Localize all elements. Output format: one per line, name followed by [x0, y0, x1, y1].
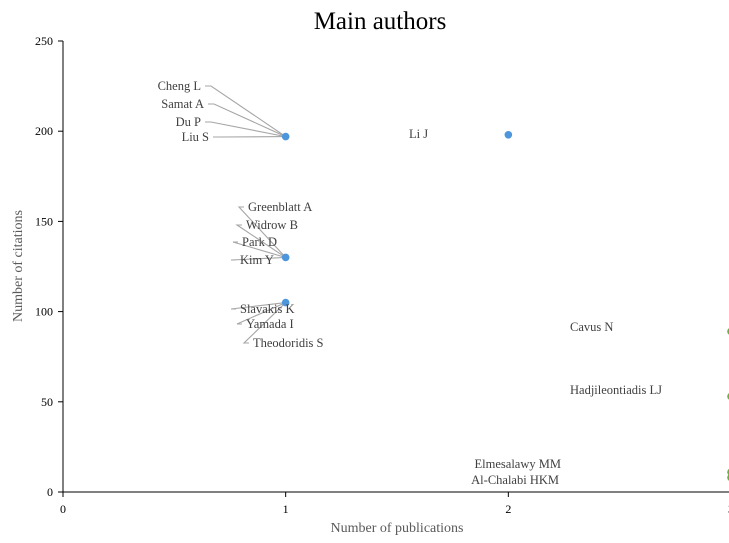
leader-line — [208, 104, 286, 137]
point-label: Liu S — [182, 130, 209, 144]
y-tick-label: 100 — [35, 305, 53, 319]
point-label: Park D — [242, 235, 277, 249]
x-tick-label: 0 — [60, 502, 66, 516]
point-label: Al-Chalabi HKM — [471, 473, 559, 487]
y-tick-label: 150 — [35, 214, 53, 228]
point-label: Yamada I — [246, 317, 294, 331]
y-tick-label: 0 — [47, 485, 53, 499]
point-label: Cavus N — [570, 320, 613, 334]
y-tick-label: 50 — [41, 395, 53, 409]
data-points — [282, 131, 729, 481]
point-label: Du P — [176, 115, 201, 129]
point-label: Widrow B — [246, 218, 298, 232]
y-tick-label: 200 — [35, 124, 53, 138]
leader-line — [205, 122, 286, 137]
x-tick-label: 1 — [283, 502, 289, 516]
data-point — [282, 133, 290, 141]
point-label: Cheng L — [158, 79, 201, 93]
chart-title: Main authors — [314, 8, 447, 35]
data-point — [505, 131, 513, 139]
point-label: Greenblatt A — [248, 200, 312, 214]
x-tick-label: 2 — [505, 502, 511, 516]
x-axis-label: Number of publications — [331, 521, 464, 536]
y-axis-label: Number of citations — [11, 210, 26, 322]
point-label: Kim Y — [240, 253, 274, 267]
point-label: Hadjileontiadis LJ — [570, 383, 662, 397]
point-label: Slavakis K — [240, 302, 295, 316]
point-label: Samat A — [161, 97, 204, 111]
point-label: Li J — [409, 127, 428, 141]
leader-line — [239, 207, 286, 257]
y-tick-label: 250 — [35, 34, 53, 48]
point-label: Theodoridis S — [253, 336, 324, 350]
point-label: Elmesalawy MM — [475, 457, 561, 471]
axes: 0501001502002500123 — [35, 34, 729, 516]
data-point — [282, 254, 290, 262]
